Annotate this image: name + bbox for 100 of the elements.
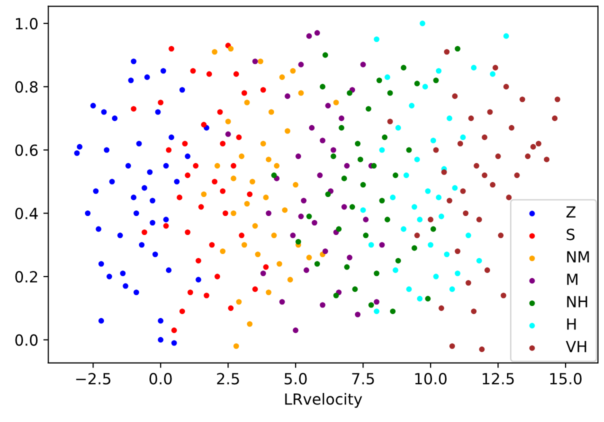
point bbox=[130, 194, 136, 200]
point bbox=[279, 74, 285, 80]
point bbox=[387, 90, 393, 96]
point bbox=[412, 245, 418, 251]
point bbox=[290, 68, 296, 74]
point bbox=[454, 46, 460, 52]
point bbox=[271, 172, 277, 178]
point bbox=[366, 106, 372, 112]
x-axis-title: LRvelocity bbox=[285, 392, 362, 408]
point bbox=[138, 242, 145, 248]
point bbox=[433, 274, 439, 280]
point bbox=[412, 204, 418, 210]
point bbox=[284, 128, 290, 134]
point bbox=[298, 62, 304, 68]
point bbox=[452, 93, 458, 99]
point bbox=[325, 102, 331, 108]
legend-label: Z bbox=[566, 206, 576, 218]
point bbox=[142, 185, 148, 191]
point bbox=[433, 147, 439, 153]
point bbox=[238, 232, 244, 238]
point bbox=[276, 261, 282, 267]
point bbox=[134, 210, 140, 216]
point bbox=[125, 163, 132, 169]
point bbox=[338, 125, 344, 131]
y-tick-label: 0.0 bbox=[15, 334, 38, 346]
point bbox=[344, 264, 350, 270]
point bbox=[246, 321, 252, 327]
point bbox=[244, 100, 250, 106]
point bbox=[466, 280, 472, 286]
point bbox=[182, 140, 188, 146]
x-tick-label: 15.0 bbox=[550, 372, 582, 384]
point bbox=[236, 299, 242, 305]
point bbox=[266, 210, 272, 216]
legend-label: H bbox=[567, 318, 576, 330]
point bbox=[454, 270, 460, 276]
point bbox=[204, 292, 210, 298]
point bbox=[390, 194, 396, 200]
point bbox=[242, 242, 248, 248]
point bbox=[460, 188, 466, 194]
point bbox=[446, 116, 452, 122]
point bbox=[252, 223, 258, 229]
point bbox=[430, 138, 436, 144]
point bbox=[400, 64, 406, 70]
point bbox=[422, 84, 428, 90]
point bbox=[304, 267, 310, 273]
point bbox=[322, 248, 328, 254]
point bbox=[260, 270, 266, 276]
point bbox=[246, 191, 252, 198]
point bbox=[163, 223, 169, 229]
point bbox=[214, 163, 220, 169]
point bbox=[184, 229, 190, 236]
point bbox=[201, 122, 207, 128]
point bbox=[441, 169, 447, 175]
point bbox=[252, 286, 258, 292]
point bbox=[225, 118, 231, 124]
point bbox=[190, 68, 196, 74]
point bbox=[417, 216, 423, 222]
point bbox=[371, 163, 377, 169]
point bbox=[503, 33, 509, 39]
point bbox=[287, 276, 293, 282]
point bbox=[462, 210, 468, 216]
point bbox=[468, 116, 474, 122]
point bbox=[325, 191, 331, 198]
point bbox=[414, 232, 420, 238]
point bbox=[209, 242, 215, 248]
point bbox=[390, 308, 396, 314]
point bbox=[508, 125, 514, 131]
point bbox=[320, 302, 326, 308]
point bbox=[400, 226, 406, 232]
point bbox=[242, 90, 248, 96]
point bbox=[120, 270, 126, 276]
point bbox=[346, 254, 352, 260]
point bbox=[536, 140, 542, 146]
point bbox=[433, 78, 439, 84]
point bbox=[192, 163, 198, 169]
point bbox=[155, 109, 161, 115]
point bbox=[130, 106, 136, 112]
point bbox=[379, 242, 385, 248]
point bbox=[244, 200, 250, 207]
point bbox=[112, 116, 118, 122]
point bbox=[266, 290, 272, 296]
point bbox=[228, 305, 234, 311]
point bbox=[430, 226, 436, 232]
point bbox=[368, 242, 374, 248]
point bbox=[168, 134, 174, 140]
point bbox=[379, 198, 385, 204]
point bbox=[314, 261, 320, 267]
point bbox=[382, 134, 388, 140]
point bbox=[117, 232, 123, 238]
point bbox=[479, 346, 485, 352]
point bbox=[458, 140, 464, 146]
point bbox=[344, 163, 350, 169]
y-tick-label: 0.8 bbox=[15, 81, 38, 93]
x-tick-label: 0.0 bbox=[149, 372, 172, 384]
point bbox=[150, 220, 156, 226]
point bbox=[428, 242, 434, 248]
point bbox=[122, 283, 128, 289]
point bbox=[147, 169, 153, 175]
point bbox=[306, 254, 312, 260]
point bbox=[554, 96, 560, 102]
